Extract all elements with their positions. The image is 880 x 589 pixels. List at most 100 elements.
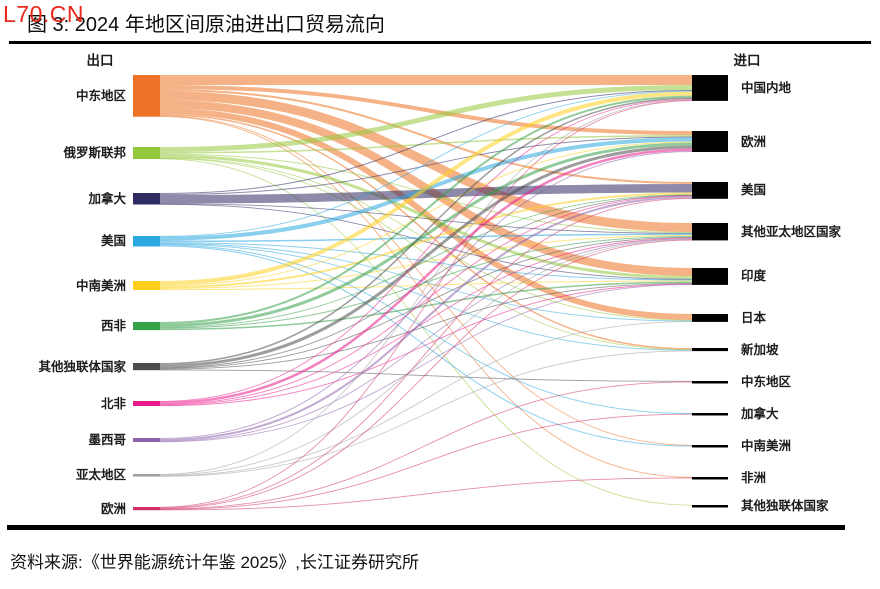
flow-link: [159, 239, 693, 509]
flow-link: [159, 115, 693, 446]
node-label: 其他独联体国家: [741, 499, 829, 513]
flow-link: [159, 282, 693, 370]
chart-bottom-border: [7, 525, 845, 530]
flow-link: [159, 157, 693, 351]
flow-link: [159, 100, 693, 508]
flow-link: [159, 233, 693, 243]
node-label: 其他亚太地区国家: [741, 225, 842, 239]
flow-link: [159, 98, 693, 402]
flow-link: [159, 99, 693, 475]
flow-link: [159, 203, 693, 234]
node-label: 俄罗斯联邦: [63, 146, 126, 160]
flow-link: [159, 477, 693, 511]
export-column-header: 出口: [86, 53, 114, 68]
flow-link: [159, 243, 693, 351]
node-label: 其他独联体国家: [38, 360, 126, 374]
watermark-text: L70.CN: [3, 1, 84, 27]
flow-link: [159, 97, 693, 365]
import-node: [692, 223, 728, 241]
import-node: [692, 477, 728, 480]
flow-link: [159, 90, 693, 194]
import-column-header: 进口: [733, 53, 761, 68]
flow-link: [159, 244, 693, 414]
flow-link: [159, 281, 693, 331]
flow-link: [159, 369, 693, 382]
flow-link: [159, 245, 693, 447]
node-label: 中南美洲: [75, 279, 126, 293]
flow-link: [159, 238, 693, 476]
export-node: [133, 281, 160, 290]
flow-link: [159, 381, 693, 510]
flow-link: [159, 236, 693, 369]
flow-link: [159, 91, 693, 285]
export-node: [133, 236, 160, 247]
flow-link: [159, 235, 693, 289]
flow-link: [159, 192, 693, 288]
import-node: [692, 445, 728, 448]
flow-link: [159, 95, 693, 324]
node-label: 日本: [741, 311, 767, 325]
node-label: 印度: [741, 269, 767, 283]
flow-link: [159, 136, 693, 195]
node-label: 北非: [100, 397, 126, 411]
flow-link: [159, 284, 693, 443]
flow-link: [159, 158, 693, 506]
export-node: [133, 193, 160, 205]
figure-title: 图 3: 2024 年地区间原油进出口贸易流向: [27, 14, 385, 36]
flow-link: [159, 196, 693, 441]
flow-link: [159, 283, 693, 407]
flow-link: [159, 195, 693, 405]
import-node: [692, 182, 728, 199]
node-label: 新加坡: [741, 343, 779, 357]
flow-link: [159, 85, 693, 152]
flow-link: [159, 194, 693, 369]
node-label: 欧洲: [100, 502, 126, 516]
node-label: 墨西哥: [88, 433, 126, 447]
flow-link: [159, 142, 693, 327]
flow-link: [159, 237, 693, 406]
import-node: [692, 131, 728, 152]
node-label: 美国: [100, 234, 126, 248]
export-node: [133, 75, 160, 117]
flow-link: [159, 90, 693, 237]
import-node: [692, 381, 728, 384]
flow-link: [159, 321, 693, 477]
flow-link: [159, 280, 693, 290]
flow-link: [159, 184, 693, 204]
export-node: [133, 474, 160, 477]
import-node: [692, 348, 728, 352]
flow-link: [159, 89, 693, 184]
flow-link: [159, 157, 693, 321]
flow-link: [159, 197, 693, 509]
flow-link: [159, 154, 693, 279]
node-label: 加拿大: [741, 407, 779, 421]
node-label: 欧洲: [741, 135, 767, 149]
import-node: [692, 413, 728, 416]
flow-link: [159, 135, 693, 154]
flow-link: [159, 91, 693, 232]
node-label: 美国: [741, 183, 767, 197]
import-node: [692, 268, 728, 285]
node-label: 中东地区: [75, 89, 126, 103]
export-node: [133, 363, 160, 371]
flow-link: [159, 85, 693, 135]
source-note: 资料来源:《世界能源统计年鉴 2025》,长江证券研究所: [10, 553, 419, 572]
node-label: 中东地区: [741, 375, 792, 389]
export-node: [133, 438, 160, 442]
node-label: 加拿大: [88, 192, 126, 206]
import-node: [692, 75, 728, 101]
flow-link: [159, 203, 693, 280]
flow-link: [159, 194, 693, 328]
import-node: [692, 505, 728, 508]
node-label: 西非: [100, 319, 126, 333]
flow-link: [159, 151, 693, 439]
export-node: [133, 401, 160, 406]
flow-link: [159, 141, 693, 286]
flow-link: [159, 413, 693, 510]
export-node: [133, 322, 160, 331]
flow-link: [159, 350, 693, 477]
export-node: [133, 147, 160, 159]
export-node: [133, 507, 160, 511]
